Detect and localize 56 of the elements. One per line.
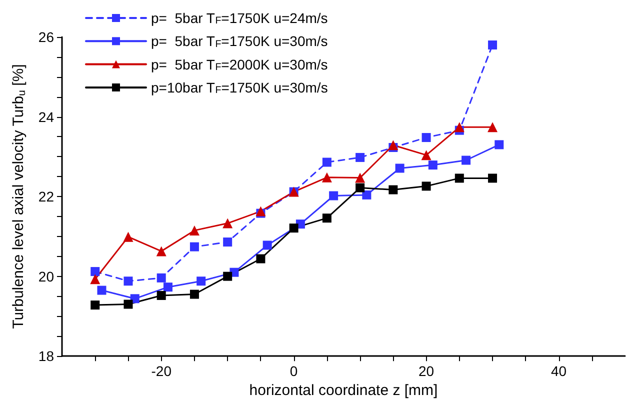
point — [488, 40, 498, 50]
point — [123, 232, 134, 242]
x-tick-label: 20 — [418, 363, 434, 380]
point — [355, 172, 366, 183]
point — [421, 150, 432, 160]
point — [222, 218, 233, 228]
point — [190, 242, 199, 252]
point — [196, 276, 206, 286]
point — [422, 133, 431, 142]
point — [329, 191, 338, 200]
point — [124, 300, 133, 309]
point — [422, 182, 431, 191]
point — [156, 273, 166, 282]
point — [256, 206, 266, 216]
point — [223, 272, 232, 281]
point — [488, 122, 498, 132]
point — [97, 286, 106, 295]
point — [130, 294, 140, 304]
point — [90, 267, 100, 276]
point — [388, 185, 398, 194]
point — [494, 140, 504, 150]
y-tick-label: 22 — [38, 188, 54, 205]
point — [428, 160, 438, 170]
point — [163, 282, 172, 292]
point — [90, 300, 100, 310]
x-axis-title: horizontal coordinate z [mm] — [249, 382, 438, 399]
point — [190, 290, 199, 299]
y-tick-label: 18 — [38, 348, 54, 364]
point — [262, 240, 272, 250]
point — [395, 164, 404, 173]
point — [223, 238, 232, 247]
point — [356, 183, 365, 192]
point — [256, 254, 266, 264]
point — [356, 152, 365, 162]
point — [322, 214, 332, 223]
point — [156, 290, 166, 300]
x-tick-label: 40 — [550, 363, 567, 380]
x-tick-label: 0 — [290, 363, 298, 380]
point — [322, 158, 332, 167]
point — [124, 276, 133, 286]
point — [388, 140, 398, 150]
point — [156, 246, 166, 256]
point — [454, 122, 464, 132]
y-tick-label: 26 — [38, 29, 54, 45]
point — [454, 174, 464, 183]
point — [322, 172, 332, 182]
point — [362, 190, 372, 200]
point — [90, 274, 100, 284]
point — [289, 224, 298, 233]
y-tick-label: 24 — [38, 108, 54, 125]
x-tick-label: -20 — [151, 363, 172, 380]
point — [488, 174, 498, 183]
point — [462, 156, 471, 165]
y-tick-label: 20 — [38, 268, 54, 284]
point — [189, 225, 200, 236]
y-axis-title: Turbulence level axial velocity Turbu [%] — [10, 64, 28, 329]
